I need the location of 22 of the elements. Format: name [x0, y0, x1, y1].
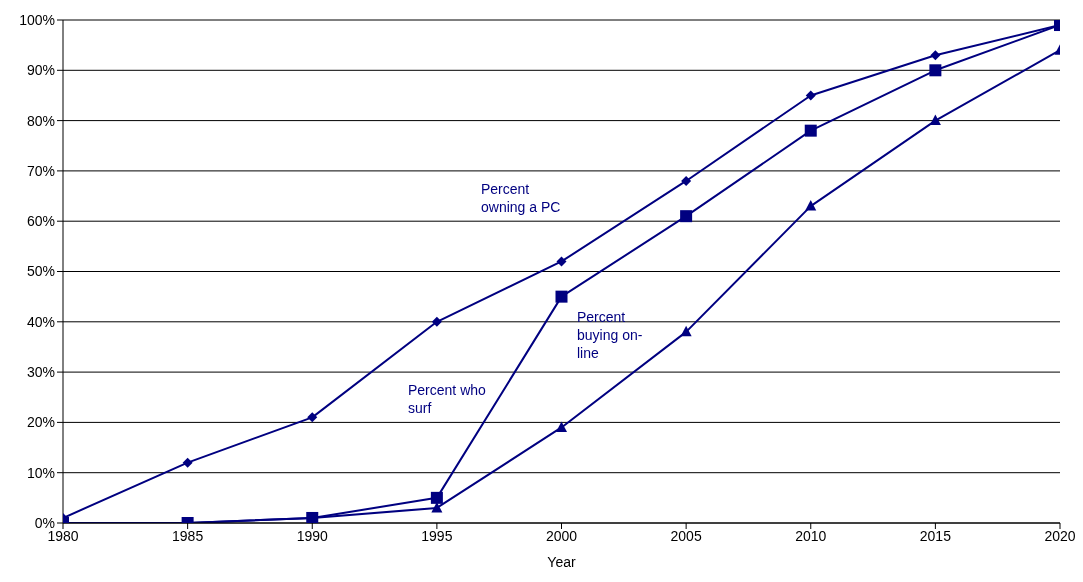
- x-tick-label: 2015: [919, 527, 952, 544]
- y-tick-label: 40%: [26, 313, 55, 330]
- x-tick-label: 2000: [545, 527, 578, 544]
- y-tick-label: 90%: [26, 62, 55, 79]
- x-tick-label: 1995: [421, 527, 453, 544]
- text: Percent owning a PC: [481, 180, 562, 216]
- y-tick-label: 60%: [26, 213, 55, 230]
- x-tick-label: 2010: [795, 527, 827, 544]
- y-tick-label: 70%: [26, 162, 55, 179]
- y-tick-label: 80%: [26, 112, 55, 129]
- x-tick-label: 2020: [1044, 527, 1076, 544]
- y-tick-label: 30%: [26, 364, 55, 381]
- x-tick-label: 1985: [172, 527, 204, 544]
- y-tick-label: 50%: [26, 263, 55, 280]
- y-tick-label: 20%: [26, 414, 55, 431]
- series-label: Percent buying on-line: [577, 308, 644, 362]
- x-axis-title: Year: [547, 554, 576, 570]
- x-tick-label: 2005: [670, 527, 702, 544]
- y-tick-label: 100%: [19, 11, 55, 28]
- series-label: Percent who surf: [408, 381, 487, 417]
- x-tick-label: 1990: [296, 527, 329, 544]
- y-tick-label: 10%: [26, 464, 55, 481]
